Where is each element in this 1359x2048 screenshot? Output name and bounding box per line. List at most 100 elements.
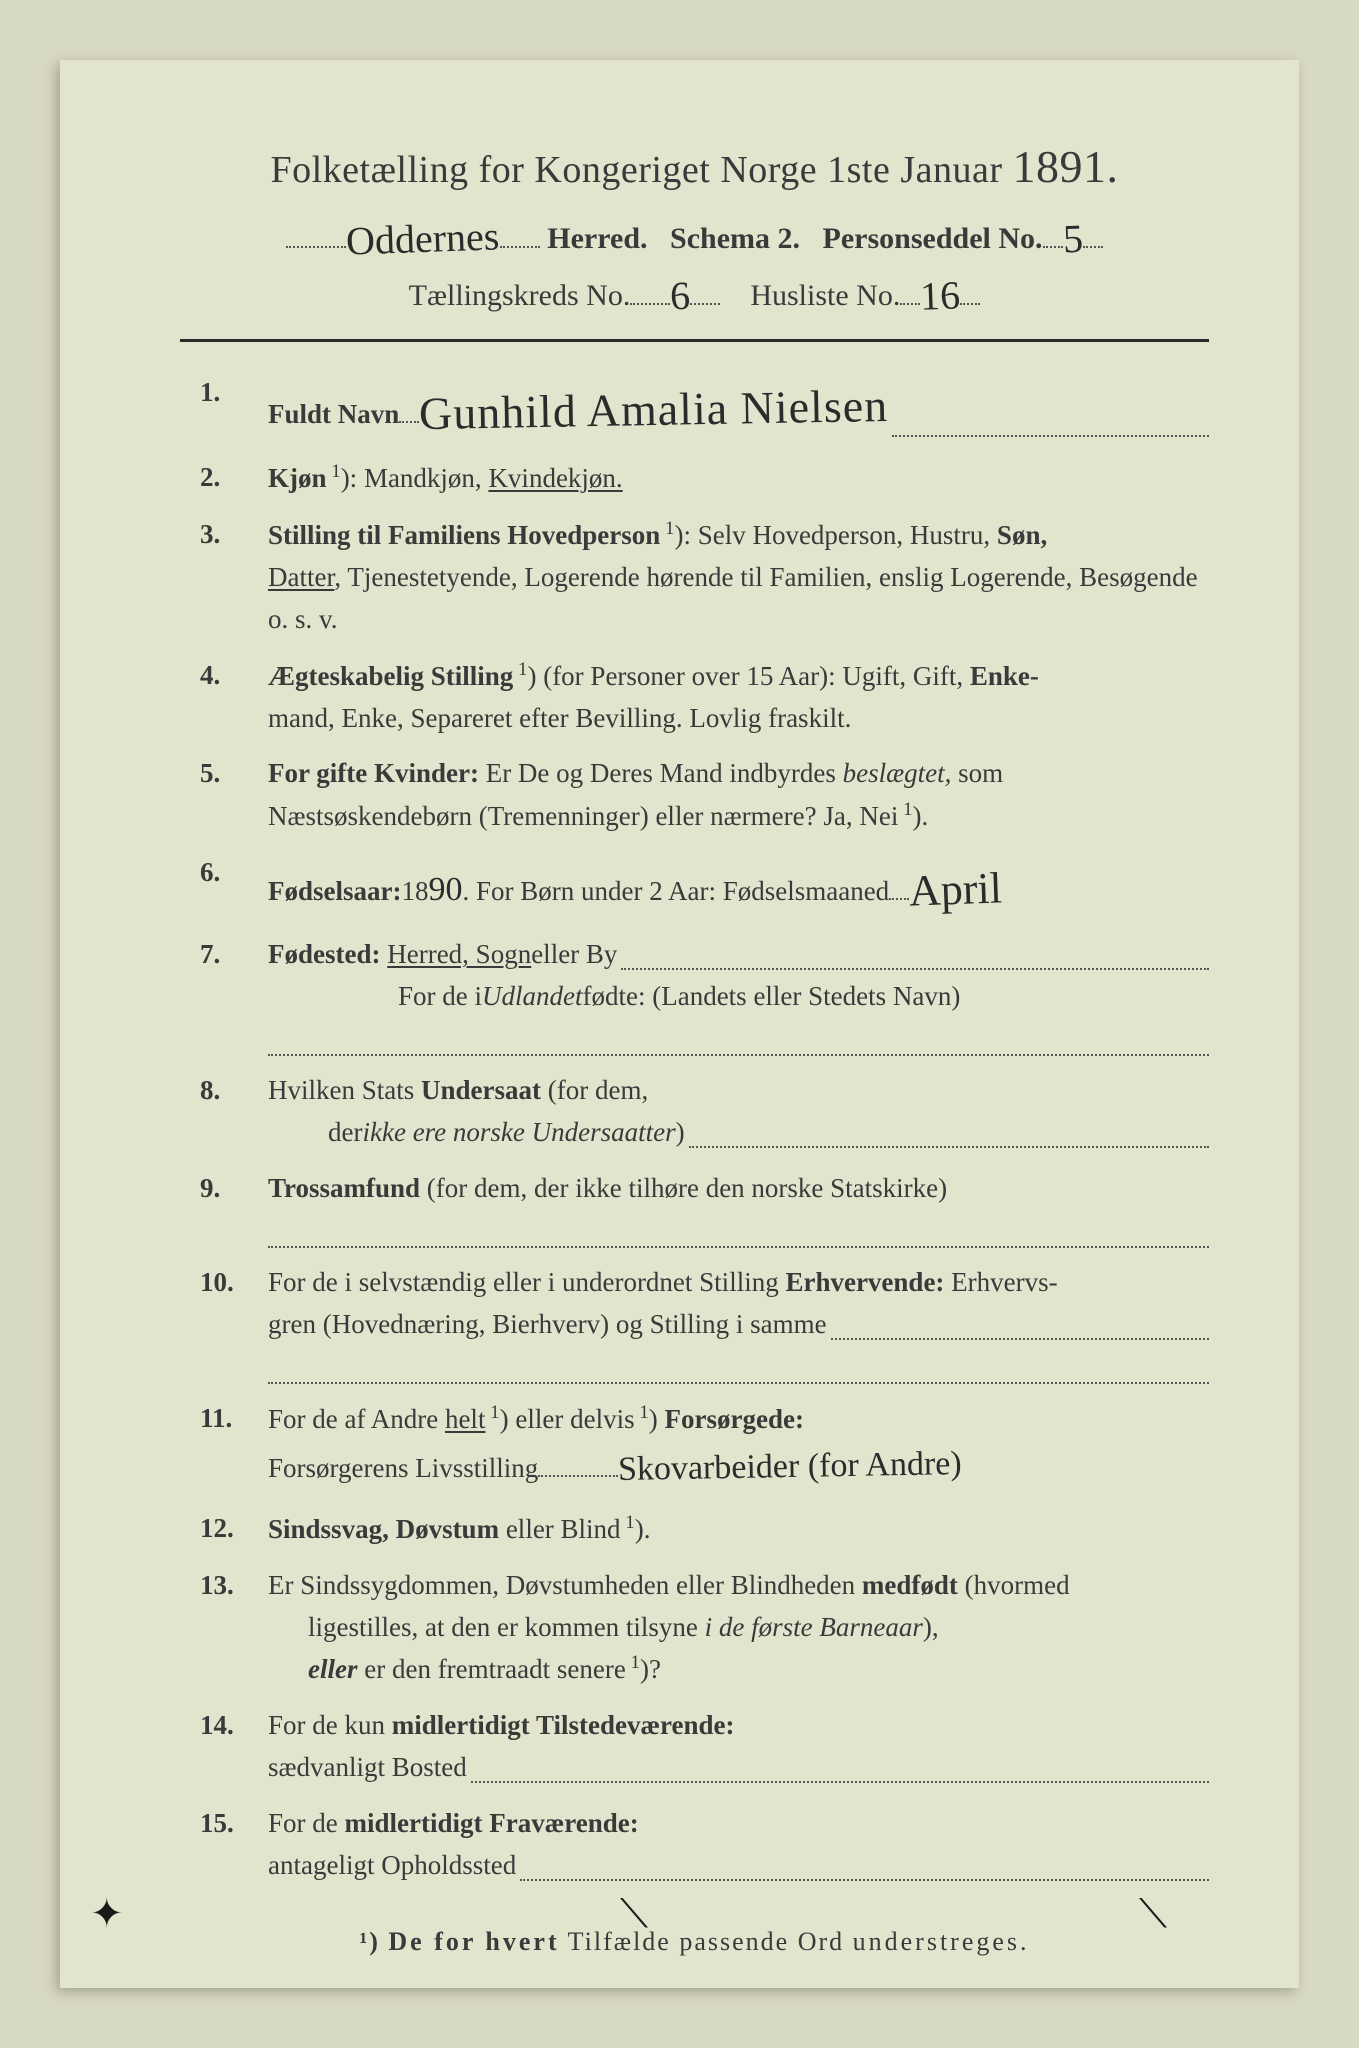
- question-4: 4. Ægteskabelig Stilling 1) (for Persone…: [200, 655, 1209, 740]
- q11-fors: Forsørgede:: [658, 1404, 804, 1434]
- footnote-marker: 1: [621, 1512, 635, 1533]
- question-12: 12. Sindssvag, Døvstum eller Blind 1).: [200, 1508, 1209, 1551]
- question-11: 11. For de af Andre helt 1) eller delvis…: [200, 1398, 1209, 1494]
- herred-label: Herred.: [547, 222, 647, 255]
- q5-besl: beslægtet,: [843, 758, 952, 788]
- q11-line2: Forsørgerens Livsstilling: [268, 1448, 538, 1490]
- footnote: ¹) De for hvert Tilfælde passende Ord un…: [180, 1927, 1209, 1957]
- q15-line2: antageligt Opholdssted: [268, 1845, 516, 1887]
- dotted-line: [268, 1352, 1209, 1384]
- q3-tail: ): Selv Hovedperson, Hustru,: [674, 520, 996, 550]
- dotted: [690, 272, 720, 305]
- footnote-marker: ¹): [359, 1927, 379, 1956]
- question-2: 2. Kjøn 1): Mandkjøn, Kvindekjøn.: [200, 457, 1209, 500]
- q15-text1: For de: [268, 1808, 345, 1838]
- q-num: 1.: [200, 372, 268, 443]
- q8-line2b: ): [676, 1112, 685, 1154]
- q6-year-hw: 90: [428, 864, 462, 917]
- q10-line2: gren (Hovednæring, Bierhverv) og Stillin…: [268, 1304, 827, 1346]
- q13-line2a: ligestilles, at den er kommen tilsyne: [268, 1612, 705, 1642]
- q-num: 2.: [200, 457, 268, 500]
- question-5: 5. For gifte Kvinder: Er De og Deres Man…: [200, 753, 1209, 838]
- q15-frav: Fraværende:: [482, 1808, 638, 1838]
- personseddel-label: Personseddel No.: [823, 222, 1043, 255]
- dotted: [630, 272, 670, 305]
- q4-rest: mand, Enke, Separeret efter Bevilling. L…: [268, 703, 851, 733]
- schema-label: Schema 2.: [670, 222, 800, 255]
- q-num: 15.: [200, 1803, 268, 1887]
- footnote-marker: 1: [660, 518, 674, 539]
- q15-mid: midlertidigt: [345, 1808, 483, 1838]
- horizontal-rule: [180, 339, 1209, 342]
- q-num: 7.: [200, 934, 268, 1056]
- q10-erh: Erhvervende:: [785, 1267, 944, 1297]
- q9-label: Trossamfund: [268, 1173, 420, 1203]
- q13-line3a: eller: [268, 1654, 357, 1684]
- q-num: 8.: [200, 1070, 268, 1154]
- q13-line3b: er den fremtraadt senere: [357, 1654, 625, 1684]
- q6-month-hw: April: [908, 854, 1003, 925]
- dotted-suffix: [500, 215, 540, 248]
- q8-text2: (for dem,: [541, 1075, 648, 1105]
- q-num: 11.: [200, 1398, 268, 1494]
- q3-osv: o. s. v.: [268, 604, 338, 634]
- q5-label: For gifte Kvinder:: [268, 758, 479, 788]
- dotted-fill: [520, 1851, 1209, 1881]
- question-7: 7. Fødested: Herred, Sogn eller By For d…: [200, 934, 1209, 1056]
- title-main: Folketælling for Kongeriget Norge 1ste J…: [270, 149, 1002, 191]
- q13-med: medfødt: [862, 1570, 958, 1600]
- question-15: 15. For de midlertidigt Fraværende: anta…: [200, 1803, 1209, 1887]
- punch-hole-mid: ⟍: [620, 1894, 660, 1928]
- q2-options: Mandkjøn,: [364, 463, 489, 493]
- q14-mid: midlertidigt Tilstedeværende:: [392, 1710, 735, 1740]
- header-line-3: Tællingskreds No.6 Husliste No.16: [180, 268, 1209, 315]
- footnote-marker: 1: [635, 1402, 649, 1423]
- q10-text1: For de i selvstændig eller i underordnet…: [268, 1267, 785, 1297]
- footnote-s1: De for hvert: [388, 1927, 559, 1956]
- question-10: 10. For de i selvstændig eller i underor…: [200, 1262, 1209, 1384]
- q14-text1: For de kun: [268, 1710, 392, 1740]
- q3-datter: Datter: [268, 562, 334, 592]
- q11-text2: eller delvis: [509, 1404, 635, 1434]
- title-year: 1891.: [1013, 141, 1119, 192]
- dotted-fill: [621, 940, 1209, 970]
- q13-text1: Er Sindssygdommen, Døvstumheden eller Bl…: [268, 1570, 862, 1600]
- kreds-no: 6: [670, 272, 692, 320]
- q2-underlined: Kvindekjøn.: [488, 463, 622, 493]
- footnote-s2: understreges.: [853, 1927, 1030, 1956]
- dotted: [960, 272, 980, 305]
- q7-label: Fødested:: [268, 934, 380, 976]
- question-list: 1. Fuldt Navn Gunhild Amalia Nielsen 2. …: [180, 372, 1209, 1887]
- q12-text: Sindssvag, Døvstum: [268, 1514, 499, 1544]
- census-form-page: Folketælling for Kongeriget Norge 1ste J…: [60, 60, 1299, 1988]
- q-num: 13.: [200, 1565, 268, 1692]
- question-9: 9. Trossamfund (for dem, der ikke tilhør…: [200, 1168, 1209, 1248]
- q9-text: (for dem, der ikke tilhøre den norske St…: [420, 1173, 947, 1203]
- dotted: [1083, 215, 1103, 248]
- q-num: 3.: [200, 514, 268, 641]
- q1-label: Fuldt Navn: [268, 394, 399, 436]
- dotted: [900, 272, 920, 305]
- dotted: [538, 1447, 618, 1477]
- q11-text1: For de af Andre: [268, 1404, 445, 1434]
- q-num: 4.: [200, 655, 268, 740]
- question-3: 3. Stilling til Familiens Hovedperson 1)…: [200, 514, 1209, 641]
- herred-handwritten: Oddernes: [346, 212, 501, 264]
- q-num: 10.: [200, 1262, 268, 1384]
- q-num: 12.: [200, 1508, 268, 1551]
- q13-line2b: ),: [923, 1612, 939, 1642]
- question-14: 14. For de kun midlertidigt Tilstedevære…: [200, 1705, 1209, 1789]
- dotted: [889, 870, 909, 900]
- dotted-line: [268, 1216, 1209, 1248]
- husliste-no: 16: [920, 271, 962, 319]
- dotted-fill: [471, 1753, 1209, 1783]
- q4-label: Ægteskabelig Stilling: [268, 661, 513, 691]
- question-6: 6. Fødselsaar: 1890. For Børn under 2 Aa…: [200, 852, 1209, 920]
- q12-rest: eller Blind: [499, 1514, 620, 1544]
- dotted-prefix: [286, 215, 346, 248]
- q13-rest1: (hvormed: [958, 1570, 1070, 1600]
- q6-prefix: 18: [401, 871, 428, 913]
- footnote-marker: 1: [513, 659, 527, 680]
- dotted-fill: [892, 408, 1209, 438]
- q3-son: Søn,: [997, 520, 1047, 550]
